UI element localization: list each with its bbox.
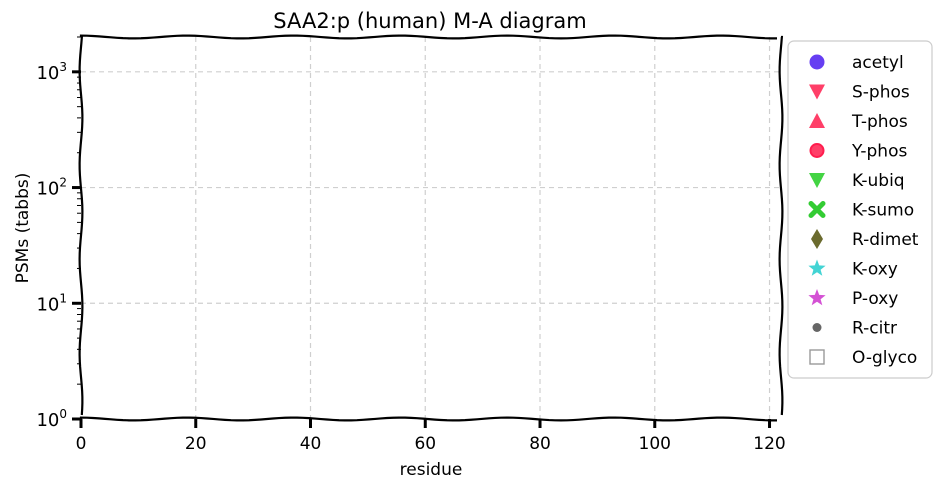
plot-frame: [78, 34, 784, 422]
legend-label: T-phos: [851, 112, 908, 132]
legend-label: R-dimet: [852, 230, 919, 250]
x-axis-label: residue: [400, 460, 463, 480]
legend-marker: [809, 349, 825, 365]
x-tick-label: 40: [300, 434, 322, 454]
y-axis-ticks: 100 101 102 103: [36, 36, 81, 431]
legend-marker: [809, 54, 825, 70]
legend-label: O-glyco: [852, 348, 917, 368]
x-tick-label: 20: [185, 434, 207, 454]
legend-marker: [809, 113, 825, 128]
x-axis-ticks: 0 20 40 60 80 100 120: [76, 419, 786, 454]
legend: acetyl S-phos T-phos Y-phos K-ubiq K-sumo R-di…: [787, 40, 933, 379]
y-tick-label: 103: [36, 60, 67, 84]
legend-label: K-oxy: [852, 260, 898, 280]
x-tick-label: 60: [414, 434, 436, 454]
legend-marker: [808, 289, 826, 306]
legend-label: P-oxy: [852, 289, 898, 309]
x-tick-label: 120: [753, 434, 785, 454]
legend-label: R-citr: [852, 319, 897, 339]
legend-box: [787, 40, 933, 379]
legend-marker: [808, 259, 826, 276]
y-tick-label: 101: [36, 291, 67, 315]
x-tick-label: 80: [529, 434, 551, 454]
x-tick-label: 100: [639, 434, 671, 454]
legend-label: Y-phos: [851, 142, 907, 162]
legend-label: acetyl: [852, 53, 904, 73]
legend-label: S-phos: [852, 83, 910, 103]
legend-marker: [812, 323, 822, 332]
frame-bottom: [79, 416, 778, 422]
grid-lines: [81, 37, 781, 419]
legend-marker: [809, 143, 825, 158]
x-tick-label: 0: [76, 434, 87, 454]
legend-marker: [811, 229, 823, 249]
y-tick-label: 102: [36, 176, 67, 200]
legend-marker: [809, 173, 825, 188]
y-axis-label: PSMs (tabbs): [13, 173, 33, 284]
chart-title: SAA2:p (human) M-A diagram: [273, 9, 586, 33]
legend-label: K-sumo: [852, 201, 914, 221]
legend-label: K-ubiq: [852, 171, 905, 191]
legend-marker: [809, 84, 825, 100]
frame-left: [78, 35, 84, 416]
y-tick-label: 100: [36, 407, 67, 431]
frame-top: [79, 34, 778, 40]
frame-right: [778, 35, 784, 416]
legend-marker: [808, 201, 826, 218]
